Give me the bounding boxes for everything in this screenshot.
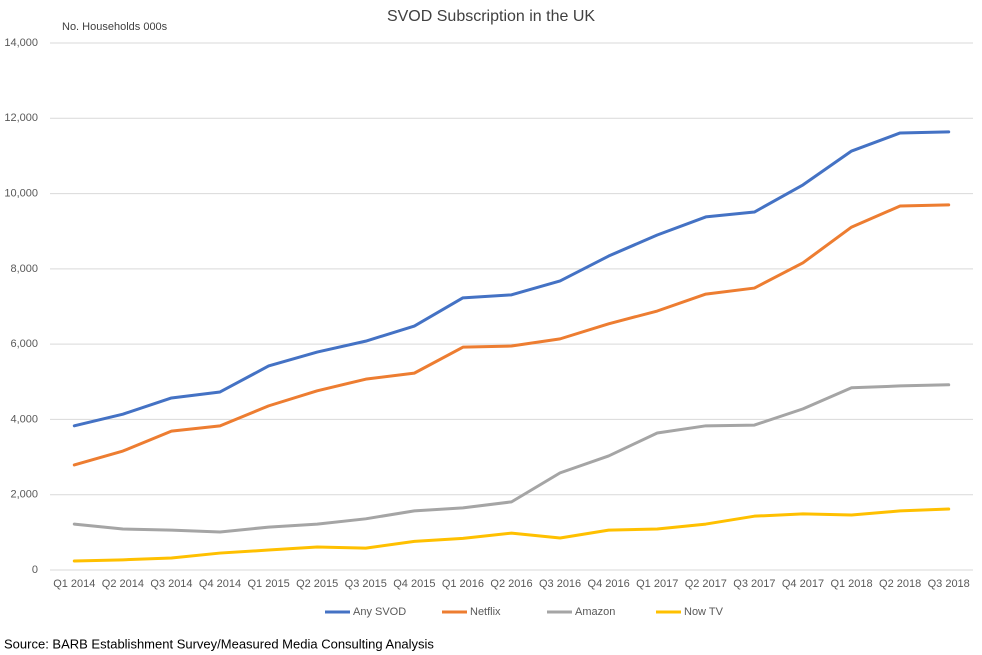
y-axis-label: No. Households 000s	[62, 21, 168, 33]
y-tick-label: 10,000	[4, 187, 38, 199]
x-tick-label: Q2 2018	[879, 578, 921, 590]
y-tick-label: 4,000	[10, 413, 38, 425]
x-tick-label: Q3 2018	[928, 578, 970, 590]
x-tick-label: Q1 2014	[53, 578, 95, 590]
x-tick-label: Q1 2017	[636, 578, 678, 590]
series-line	[72, 383, 951, 534]
source-note: Source: BARB Establishment Survey/Measur…	[4, 636, 434, 651]
x-tick-label: Q2 2015	[296, 578, 338, 590]
x-tick-label: Q3 2016	[539, 578, 581, 590]
y-tick-label: 6,000	[10, 338, 38, 350]
y-tick-label: 8,000	[10, 263, 38, 275]
x-tick-label: Q3 2015	[345, 578, 387, 590]
y-tick-label: 14,000	[4, 37, 38, 49]
legend-label: Any SVOD	[353, 606, 406, 618]
x-tick-label: Q1 2015	[248, 578, 290, 590]
series-line	[72, 203, 951, 467]
x-tick-label: Q3 2014	[150, 578, 192, 590]
x-tick-label: Q4 2017	[782, 578, 824, 590]
x-tick-label: Q1 2018	[830, 578, 872, 590]
x-tick-label: Q2 2017	[685, 578, 727, 590]
y-tick-label: 12,000	[4, 112, 38, 124]
x-tick-label: Q2 2014	[102, 578, 144, 590]
legend-label: Amazon	[575, 606, 615, 618]
y-tick-label: 0	[32, 564, 38, 576]
series-line	[72, 507, 951, 563]
x-tick-label: Q4 2015	[393, 578, 435, 590]
x-tick-label: Q4 2016	[588, 578, 630, 590]
x-tick-label: Q3 2017	[733, 578, 775, 590]
y-tick-label: 2,000	[10, 489, 38, 501]
x-tick-label: Q1 2016	[442, 578, 484, 590]
series-line	[72, 130, 951, 428]
x-tick-label: Q2 2016	[490, 578, 532, 590]
legend-label: Now TV	[684, 606, 724, 618]
chart-title: SVOD Subscription in the UK	[387, 8, 595, 25]
x-tick-label: Q4 2014	[199, 578, 241, 590]
legend-label: Netflix	[470, 606, 501, 618]
